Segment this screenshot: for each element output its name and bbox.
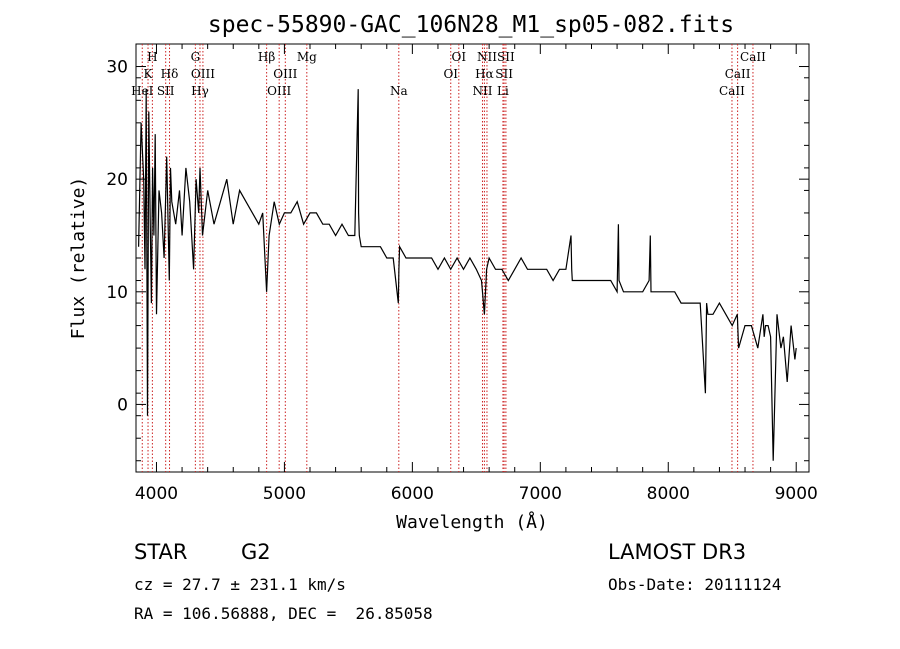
redshift-cz: cz = 27.7 ± 231.1 km/s — [134, 575, 346, 594]
line-marker-label: HeI — [131, 84, 154, 98]
line-marker-label: CaII — [740, 50, 766, 64]
line-marker-label: Hβ — [258, 50, 275, 64]
plot-frame — [135, 43, 810, 473]
object-subclass: G2 — [241, 540, 271, 564]
x-tick-label: 5000 — [263, 484, 306, 504]
line-marker-label: Hδ — [161, 67, 179, 81]
x-tick-label: 7000 — [519, 484, 562, 504]
line-marker-label: OIII — [273, 67, 297, 81]
line-marker-label: OIII — [267, 84, 291, 98]
x-axis-label: Wavelength (Å) — [396, 511, 548, 533]
chart-title: spec-55890-GAC_106N28_M1_sp05-082.fits — [208, 12, 734, 38]
y-tick-label: 10 — [106, 283, 128, 303]
line-marker-label: G — [191, 50, 201, 64]
spectrum-line — [138, 89, 797, 461]
object-class: STAR — [134, 540, 188, 564]
line-marker-labels: HeIKHSIIHδGHγOIIIHβOIIIOIIIMgNaOIOINIIHα… — [131, 50, 766, 98]
y-tick-label: 20 — [106, 170, 128, 190]
line-marker-label: SII — [495, 67, 513, 81]
line-marker-label: SII — [497, 50, 515, 64]
x-axis: 4000 5000 6000 7000 8000 9000 — [135, 44, 818, 504]
y-tick-label: 30 — [106, 58, 128, 78]
line-marker-label: Hγ — [191, 84, 209, 98]
line-marker-label: Li — [497, 84, 509, 98]
line-marker-label: Mg — [297, 50, 317, 64]
line-marker-label: SII — [157, 84, 175, 98]
coordinates: RA = 106.56888, DEC = 26.85058 — [134, 604, 433, 623]
line-marker-label: NII — [472, 84, 492, 98]
y-axis-label: Flux (relative) — [68, 177, 89, 340]
x-tick-label: 4000 — [135, 484, 178, 504]
observation-date: Obs-Date: 20111124 — [608, 575, 782, 594]
x-tick-label: 9000 — [775, 484, 818, 504]
y-tick-label: 0 — [117, 395, 128, 415]
line-marker-label: H — [147, 50, 157, 64]
line-marker-label: Hα — [475, 67, 494, 81]
y-axis: 0 10 20 30 — [106, 58, 809, 462]
x-tick-label: 8000 — [647, 484, 690, 504]
line-marker-label: K — [144, 67, 154, 81]
line-marker-label: OI — [452, 50, 467, 64]
line-marker-label: CaII — [725, 67, 751, 81]
line-markers — [141, 44, 754, 472]
x-tick-label: 6000 — [391, 484, 434, 504]
line-marker-label: NII — [477, 50, 497, 64]
line-marker-label: Na — [390, 84, 408, 98]
line-marker-label: CaII — [719, 84, 745, 98]
line-marker-label: OI — [443, 67, 458, 81]
survey-name: LAMOST DR3 — [608, 540, 747, 564]
line-marker-label: OIII — [191, 67, 215, 81]
